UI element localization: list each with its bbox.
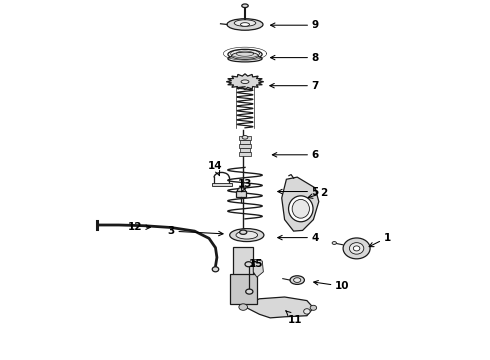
Bar bbox=[239, 144, 251, 148]
Text: 8: 8 bbox=[270, 53, 319, 63]
Bar bbox=[239, 153, 251, 156]
Bar bbox=[239, 136, 251, 140]
Ellipse shape bbox=[304, 309, 310, 314]
Text: 5: 5 bbox=[278, 186, 319, 197]
Text: 7: 7 bbox=[270, 81, 319, 91]
Text: 2: 2 bbox=[308, 188, 328, 198]
Ellipse shape bbox=[234, 20, 256, 26]
Ellipse shape bbox=[289, 196, 313, 222]
Text: 12: 12 bbox=[128, 222, 150, 232]
Ellipse shape bbox=[227, 19, 263, 30]
Text: 1: 1 bbox=[369, 233, 391, 247]
Ellipse shape bbox=[228, 55, 262, 62]
Ellipse shape bbox=[242, 4, 248, 8]
Ellipse shape bbox=[310, 305, 317, 310]
Ellipse shape bbox=[228, 49, 262, 59]
Ellipse shape bbox=[349, 243, 364, 254]
Ellipse shape bbox=[238, 188, 245, 194]
Ellipse shape bbox=[231, 52, 259, 59]
Ellipse shape bbox=[240, 230, 247, 234]
Text: 9: 9 bbox=[270, 20, 319, 30]
Polygon shape bbox=[243, 297, 314, 318]
Text: 3: 3 bbox=[168, 226, 223, 236]
Bar bbox=[236, 191, 246, 197]
Text: 4: 4 bbox=[278, 233, 319, 243]
Text: 13: 13 bbox=[238, 179, 252, 192]
Bar bbox=[229, 274, 257, 304]
Text: 10: 10 bbox=[314, 280, 349, 291]
Ellipse shape bbox=[241, 80, 249, 84]
Bar bbox=[233, 247, 253, 292]
Ellipse shape bbox=[290, 276, 304, 284]
Ellipse shape bbox=[245, 289, 253, 294]
Ellipse shape bbox=[353, 246, 360, 251]
Ellipse shape bbox=[230, 229, 264, 242]
Ellipse shape bbox=[239, 304, 247, 310]
Ellipse shape bbox=[236, 231, 258, 239]
Ellipse shape bbox=[241, 23, 249, 26]
Ellipse shape bbox=[292, 199, 310, 218]
Ellipse shape bbox=[212, 267, 219, 272]
Polygon shape bbox=[226, 74, 264, 90]
Bar bbox=[240, 148, 250, 152]
Polygon shape bbox=[282, 177, 319, 231]
Ellipse shape bbox=[332, 242, 337, 244]
Text: 15: 15 bbox=[248, 258, 263, 269]
Ellipse shape bbox=[245, 262, 252, 267]
Polygon shape bbox=[253, 259, 263, 277]
Ellipse shape bbox=[294, 278, 301, 282]
Text: 11: 11 bbox=[286, 311, 303, 325]
Text: 6: 6 bbox=[272, 150, 319, 160]
Ellipse shape bbox=[343, 238, 370, 259]
Bar bbox=[212, 183, 232, 186]
Text: 14: 14 bbox=[208, 161, 223, 176]
Ellipse shape bbox=[242, 136, 248, 139]
Bar bbox=[240, 140, 250, 144]
